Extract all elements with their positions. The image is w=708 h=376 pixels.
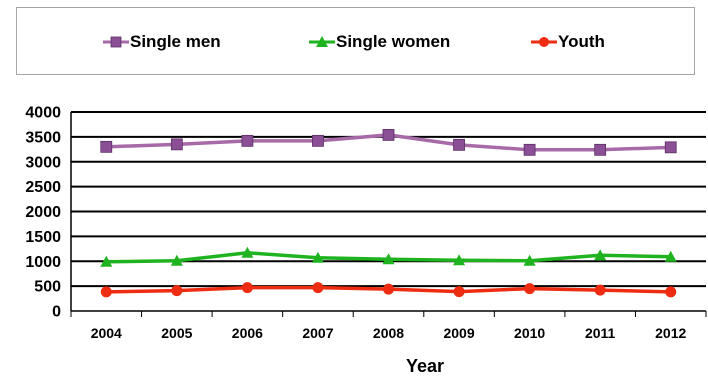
y-tick-label: 2500 — [25, 179, 61, 196]
legend-label-single-men: Single men — [130, 32, 221, 51]
data-point-square — [170, 138, 183, 151]
x-tick-label: 2005 — [161, 325, 192, 341]
legend-swatch-youth — [531, 37, 557, 47]
data-point-triangle — [100, 255, 113, 267]
legend-label-single-women: Single women — [336, 32, 451, 51]
data-point-square — [664, 141, 677, 154]
data-point-square — [312, 134, 324, 147]
y-tick-label: 3500 — [25, 129, 61, 146]
data-point-triangle — [311, 251, 324, 263]
data-point-circle — [383, 283, 394, 295]
legend-swatch-single-men — [103, 36, 129, 48]
data-point-square — [382, 128, 395, 141]
data-point-square — [453, 138, 465, 151]
legend-swatch-single-women — [309, 36, 335, 47]
data-point-circle — [524, 283, 536, 295]
data-point-triangle — [382, 253, 395, 265]
legend-item-single-men: Single men — [103, 32, 221, 52]
legend-label-youth: Youth — [558, 32, 605, 51]
y-tick-label: 3000 — [25, 154, 61, 171]
data-point-triangle — [594, 249, 607, 261]
x-tick-label: 2007 — [302, 325, 333, 341]
x-tick-label: 2012 — [655, 325, 686, 341]
x-tick-label: 2009 — [443, 325, 474, 341]
data-point-square — [594, 143, 607, 156]
data-point-circle — [453, 286, 465, 298]
y-tick-label: 1000 — [25, 254, 61, 271]
data-point-triangle — [523, 254, 536, 266]
chart-legend: Single men Single women Youth — [16, 7, 695, 75]
x-tick-label: 2008 — [373, 325, 404, 341]
data-point-circle — [100, 286, 112, 298]
data-point-circle — [171, 285, 183, 297]
data-point-circle — [665, 286, 677, 298]
data-point-square — [241, 134, 254, 147]
y-tick-label: 4000 — [25, 105, 61, 122]
y-tick-label: 500 — [34, 279, 61, 296]
x-tick-label: 2006 — [232, 325, 263, 341]
legend-item-youth: Youth — [531, 32, 605, 52]
x-axis-title: Year — [406, 356, 444, 376]
data-point-circle — [312, 282, 324, 294]
data-point-triangle — [453, 254, 466, 266]
y-tick-label: 0 — [52, 304, 61, 321]
data-point-triangle — [241, 246, 254, 258]
y-tick-label: 1500 — [25, 229, 61, 246]
legend-item-single-women: Single women — [309, 32, 450, 52]
data-point-triangle — [664, 250, 677, 262]
data-point-triangle — [170, 254, 183, 266]
data-point-square — [100, 140, 113, 153]
x-tick-label: 2010 — [514, 325, 545, 341]
x-tick-label: 2004 — [91, 325, 122, 341]
data-point-circle — [594, 284, 606, 296]
data-point-circle — [241, 282, 253, 294]
y-tick-label: 2000 — [25, 204, 61, 221]
data-point-square — [523, 143, 536, 156]
x-tick-label: 2011 — [585, 325, 616, 341]
